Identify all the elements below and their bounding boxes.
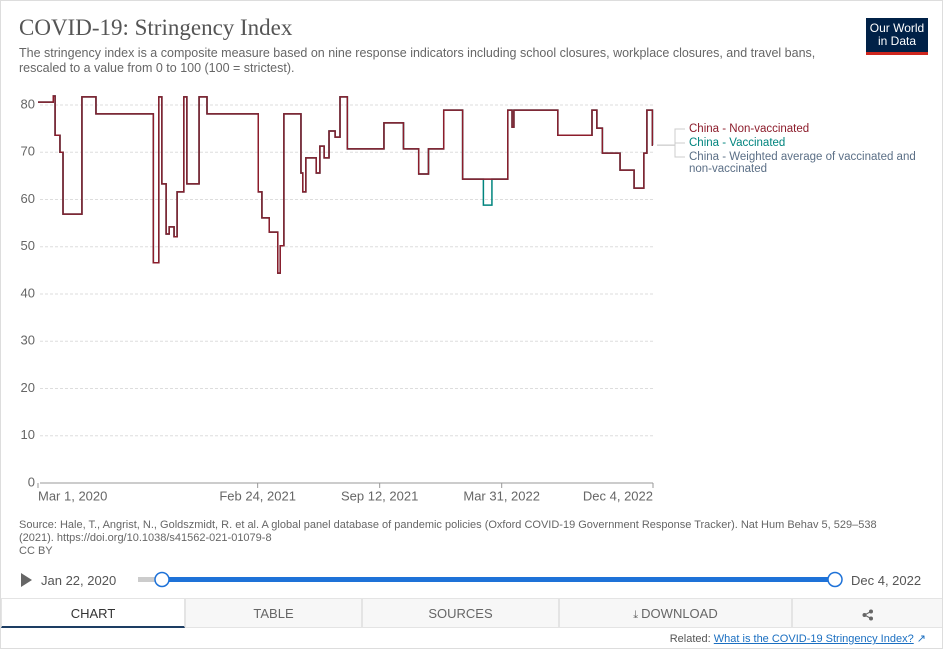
tab[interactable]: CHART <box>1 598 185 628</box>
share-icon <box>862 609 873 621</box>
y-tick-label: 60 <box>21 191 35 206</box>
play-button[interactable] <box>21 573 32 587</box>
x-tick-label: Feb 24, 2021 <box>219 488 296 503</box>
x-tick-label: Dec 4, 2022 <box>583 488 653 503</box>
y-tick-label: 40 <box>21 285 35 300</box>
timeline-end: Dec 4, 2022 <box>851 573 922 588</box>
related: Related: What is the COVID-19 Stringency… <box>670 632 926 645</box>
logo-line: in Data <box>877 34 917 48</box>
related-link[interactable]: What is the COVID-19 Stringency Index? <box>713 633 914 645</box>
legend-entry[interactable]: China - Non-vaccinated <box>689 123 810 135</box>
logo-line: Our World <box>869 21 925 35</box>
tab[interactable]: TABLE <box>185 598 362 628</box>
legend-entry[interactable]: China - Vaccinated <box>689 137 786 149</box>
tab[interactable]: ⤓ DOWNLOAD <box>559 598 792 628</box>
share-tab[interactable] <box>792 598 942 628</box>
y-tick-label: 0 <box>28 474 35 489</box>
y-tick-label: 10 <box>21 427 35 442</box>
x-tick-label: Mar 31, 2022 <box>463 488 540 503</box>
y-tick-label: 20 <box>21 380 35 395</box>
related-label: Related: <box>669 633 711 645</box>
y-tick-label: 50 <box>21 238 35 253</box>
timeline-start: Jan 22, 2020 <box>41 573 117 588</box>
y-tick-label: 80 <box>21 96 35 111</box>
legend-connector <box>657 128 685 146</box>
tab-label: DOWNLOAD <box>641 606 718 621</box>
x-tick-label: Sep 12, 2021 <box>341 488 418 503</box>
external-icon: ↗ <box>916 633 926 645</box>
timeline-handle[interactable] <box>154 571 170 588</box>
tab[interactable]: SOURCES <box>362 598 559 628</box>
source: Source: Hale, T., Angrist, N., Goldszmid… <box>19 519 877 544</box>
chart-title: COVID-19: Stringency Index <box>19 15 293 40</box>
logo[interactable]: Our World in Data <box>866 18 928 55</box>
legend-entry[interactable]: China - Weighted average of vaccinated a… <box>689 151 916 175</box>
download-icon: ⤓ <box>633 609 642 621</box>
series-line <box>38 95 654 274</box>
tab-bar: CHART TABLE SOURCES ⤓ DOWNLOAD <box>1 598 942 628</box>
legend-connector <box>657 144 685 158</box>
timeline <box>21 571 843 588</box>
y-tick-label: 30 <box>21 333 35 348</box>
x-tick-label: Mar 1, 2020 <box>38 488 107 503</box>
plot: 0 10 20 30 40 50 60 70 80 Mar 1, 2020 Feb 24, 2021… <box>21 95 685 503</box>
timeline-handle[interactable] <box>827 571 843 588</box>
timeline-range <box>162 577 835 582</box>
timeline-track <box>138 577 162 582</box>
y-tick-label: 70 <box>21 144 35 159</box>
chart-subtitle: The stringency index is a composite meas… <box>19 46 816 75</box>
license: CC BY <box>19 545 53 557</box>
